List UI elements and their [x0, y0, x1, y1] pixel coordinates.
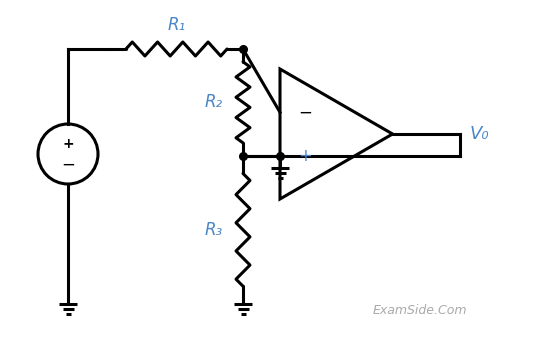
Text: R₁: R₁ — [167, 16, 185, 34]
Text: +: + — [62, 138, 74, 151]
Text: R₂: R₂ — [205, 93, 223, 111]
Text: −: − — [61, 156, 75, 173]
Text: ExamSide.Com: ExamSide.Com — [373, 304, 467, 318]
Text: −: − — [298, 103, 312, 121]
Text: V₀: V₀ — [470, 125, 489, 143]
Text: +: + — [298, 147, 312, 165]
Text: R₃: R₃ — [205, 221, 223, 239]
